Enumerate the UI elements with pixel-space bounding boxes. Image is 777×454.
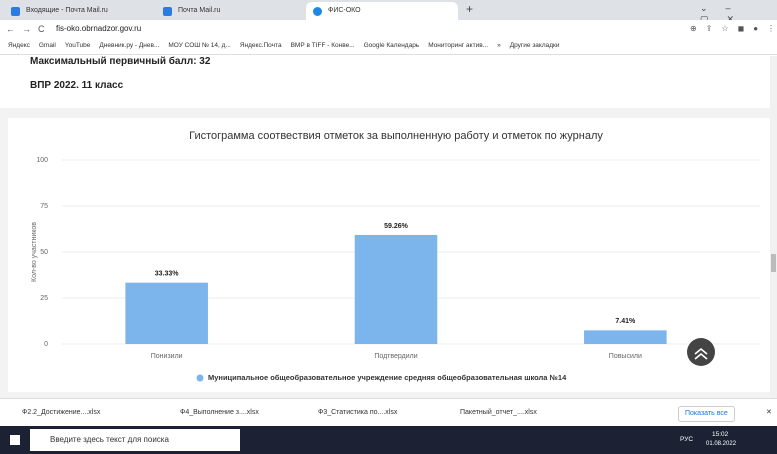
tab[interactable]: Входящие - Почта Mail.ru	[4, 2, 154, 20]
max-score: Максимальный первичный балл: 32	[30, 56, 211, 67]
x-tick-label: Повысили	[609, 353, 642, 360]
legend-label: Муниципальное общеобразовательное учрежд…	[208, 373, 567, 382]
downloads-bar: Ф2.2_Достижение....xlsx Ф4_Выполнение з.…	[0, 398, 777, 427]
bar	[354, 234, 438, 344]
tab-title: Почта Mail.ru	[178, 7, 221, 14]
bookmark[interactable]: Яндекс.Почта	[239, 42, 282, 49]
tab-bar: Входящие - Почта Mail.ru Почта Mail.ru Ф…	[0, 0, 777, 24]
scroll-top-button[interactable]	[687, 338, 715, 366]
y-tick-label: 50	[40, 249, 48, 256]
close-downloads[interactable]: ✕	[766, 409, 772, 416]
bookmark[interactable]: Другие закладки	[509, 42, 560, 49]
clock-date: 01.08.2022	[706, 441, 737, 447]
y-tick-label: 75	[40, 203, 48, 210]
tab[interactable]: Почта Mail.ru	[156, 2, 304, 20]
tab-title: Входящие - Почта Mail.ru	[26, 7, 108, 14]
taskbar: Введите здесь текст для поиска РУС 15:02…	[0, 426, 777, 454]
bar	[584, 330, 667, 344]
bookmark[interactable]: Дневник.ру - Днев...	[99, 42, 160, 49]
x-tick-label: Понизили	[151, 353, 183, 360]
bookmark[interactable]: YouTube	[64, 42, 91, 49]
bookmark[interactable]: Google Календарь	[363, 42, 420, 49]
toolbar-icons[interactable]: ⊕⇪☆◼●⋮	[690, 24, 777, 33]
tab[interactable]: ФИС-ОКО	[306, 2, 458, 20]
language: РУС	[680, 436, 694, 443]
y-tick-label: 25	[40, 295, 48, 302]
bookmark[interactable]: »	[497, 42, 501, 49]
chart: Гистограмма соотвествия отметок за выпол…	[8, 118, 770, 392]
search-box[interactable]: Введите здесь текст для поиска	[30, 429, 240, 451]
url[interactable]: fis-oko.obrnadzor.gov.ru	[56, 24, 142, 33]
scrollbar[interactable]	[770, 56, 777, 398]
show-all-button[interactable]: Показать все	[678, 406, 735, 422]
search-placeholder: Введите здесь текст для поиска	[50, 435, 169, 444]
x-tick-label: Подтвердили	[374, 353, 417, 360]
start-button[interactable]	[10, 435, 20, 445]
bookmarks-bar: Яндекс Gmail YouTube Дневник.ру - Днев... МО…	[0, 38, 777, 55]
y-axis-label: Кол-во участников	[31, 222, 38, 282]
bar	[125, 282, 208, 344]
clock-time: 15:02	[712, 431, 729, 438]
y-tick-label: 0	[44, 341, 48, 348]
page-title: ВПР 2022. 11 класс	[30, 80, 124, 91]
download-item[interactable]: Пакетный_отчет_....xlsx	[460, 409, 537, 416]
data-label: 33.33%	[155, 271, 180, 278]
y-tick-label: 100	[36, 157, 48, 164]
bookmark[interactable]: МОУ СОШ № 14, д...	[168, 42, 231, 49]
bookmark[interactable]: Мониторинг актив...	[428, 42, 489, 49]
window-controls[interactable]: ⌄–▢✕	[700, 3, 753, 24]
data-label: 7.41%	[615, 318, 636, 325]
data-label: 59.26%	[384, 223, 409, 230]
download-item[interactable]: Ф3_Статистика по....xlsx	[318, 409, 398, 416]
download-item[interactable]: Ф2.2_Достижение....xlsx	[22, 409, 101, 416]
bookmark[interactable]: Яндекс	[8, 42, 30, 49]
new-tab[interactable]: +	[466, 2, 474, 16]
download-item[interactable]: Ф4_Выполнение з....xlsx	[180, 409, 259, 416]
tab-title: ФИС-ОКО	[328, 7, 361, 14]
legend-marker	[196, 374, 204, 382]
bookmark[interactable]: Gmail	[38, 42, 56, 49]
address-bar: ←→C fis-oko.obrnadzor.gov.ru ⊕⇪☆◼●⋮	[0, 20, 777, 38]
nav-buttons[interactable]: ←→C	[6, 24, 52, 34]
chart-title: Гистограмма соотвествия отметок за выпол…	[189, 130, 603, 142]
bookmark[interactable]: ВМР в TIFF - Конве...	[290, 42, 355, 49]
